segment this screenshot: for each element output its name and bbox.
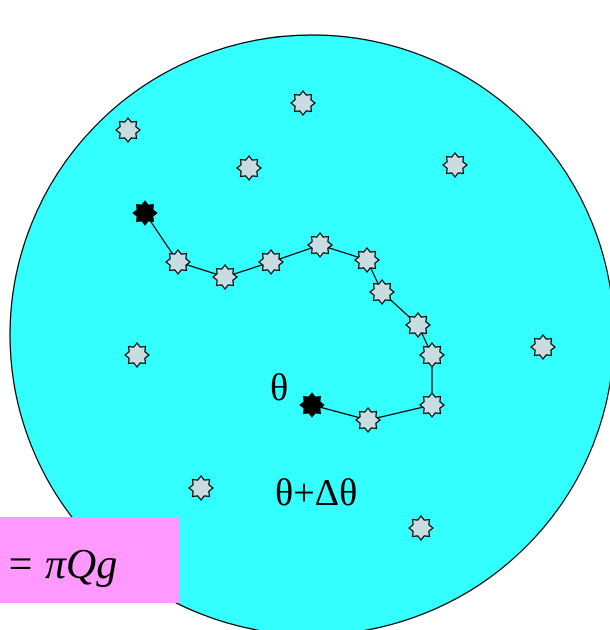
particle (259, 250, 283, 274)
particle (443, 153, 467, 177)
theta-label: θ (270, 367, 288, 409)
end-particle (300, 393, 324, 417)
particle (189, 476, 213, 500)
particle (420, 343, 444, 367)
particle (237, 156, 261, 180)
theta-delta-label: θ+Δθ (275, 472, 357, 514)
particle (409, 516, 433, 540)
particle (406, 313, 430, 337)
particle (355, 248, 379, 272)
start-particle (133, 201, 157, 225)
particle (420, 393, 444, 417)
particle (308, 233, 332, 257)
particle (166, 250, 190, 274)
particle (291, 91, 315, 115)
particle (213, 265, 237, 289)
formula: = πQg (6, 542, 117, 588)
particle (531, 335, 555, 359)
particle (370, 280, 394, 304)
particle (125, 343, 149, 367)
particle (356, 408, 380, 432)
diagram: θ θ+Δθ = πQg (0, 0, 610, 630)
particle (116, 118, 140, 142)
